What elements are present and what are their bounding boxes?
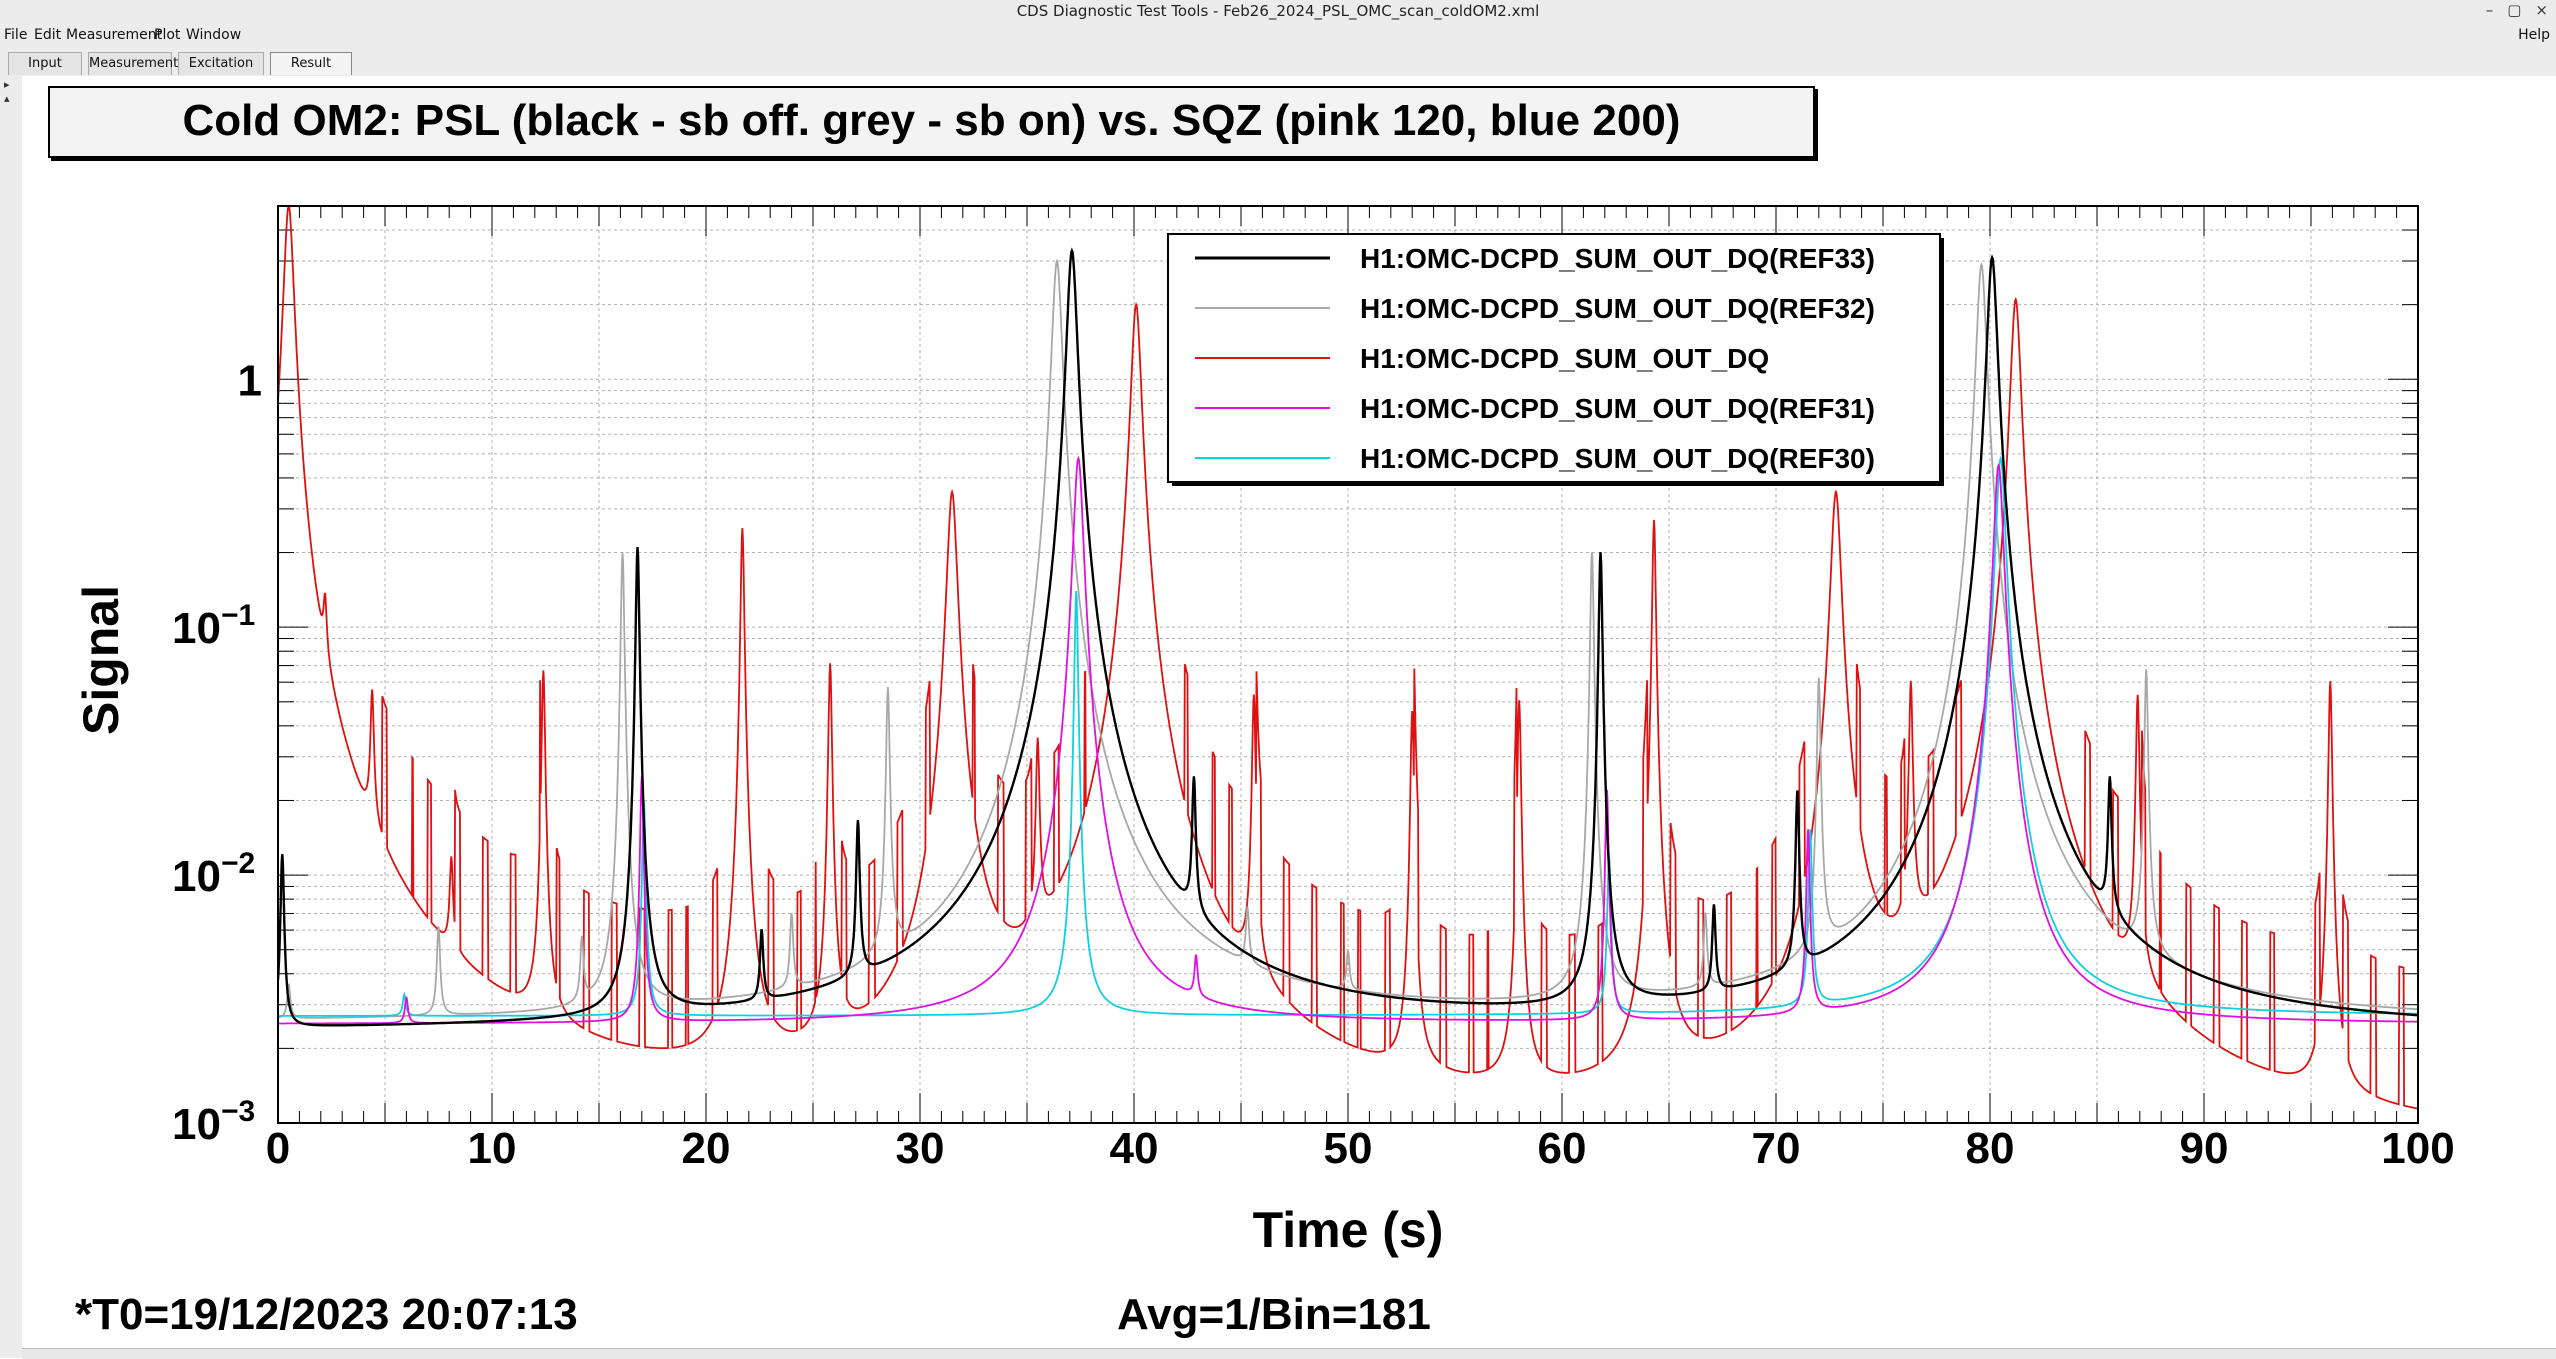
menu-file[interactable]: File	[4, 27, 28, 43]
legend-entry: H1:OMC-DCPD_SUM_OUT_DQ(REF31)	[1360, 393, 1875, 424]
x-tick-label: 30	[896, 1124, 945, 1173]
x-tick-label: 70	[1752, 1124, 1801, 1173]
legend-entry: H1:OMC-DCPD_SUM_OUT_DQ(REF32)	[1360, 293, 1875, 324]
plot-frame	[277, 205, 2419, 1124]
plot-title-box: Cold OM2: PSL (black - sb off. grey - sb…	[48, 86, 1815, 158]
legend-entry: H1:OMC-DCPD_SUM_OUT_DQ	[1360, 343, 1769, 374]
x-tick-label: 60	[1538, 1124, 1587, 1173]
y-tick-label: 10−2	[172, 847, 255, 901]
scroll-up-icon[interactable]: ▴	[4, 92, 10, 105]
start-time-label: *T0=19/12/2023 20:07:13	[75, 1290, 578, 1339]
y-tick-label: 1	[238, 356, 262, 405]
menu-measurement[interactable]: Measurement	[66, 27, 163, 43]
status-bar	[22, 1348, 2556, 1359]
plot-title: Cold OM2: PSL (black - sb off. grey - sb…	[182, 96, 1681, 145]
legend-entry: H1:OMC-DCPD_SUM_OUT_DQ(REF30)	[1360, 443, 1875, 474]
series-line-4	[278, 455, 2418, 1025]
series-line-5	[278, 455, 2418, 1017]
window-titlebar: CDS Diagnostic Test Tools - Feb26_2024_P…	[0, 0, 2556, 23]
tab-result[interactable]: Result	[270, 52, 352, 75]
close-icon[interactable]: ×	[2535, 1, 2548, 19]
series-line-1	[278, 247, 2418, 1027]
x-tick-label: 80	[1966, 1124, 2015, 1173]
x-tick-label: 0	[266, 1124, 290, 1173]
y-tick-exponent: −1	[221, 599, 255, 632]
plot-area	[277, 205, 2419, 1124]
tab-bar: Input Measurement Excitation Result	[0, 50, 2556, 77]
window-title: CDS Diagnostic Test Tools - Feb26_2024_P…	[1016, 2, 1540, 20]
tab-input[interactable]: Input	[8, 52, 82, 75]
y-tick-exponent: −2	[221, 847, 255, 880]
y-tick-label: 10−1	[172, 599, 255, 653]
menu-edit[interactable]: Edit	[34, 27, 62, 43]
x-tick-label: 10	[468, 1124, 517, 1173]
x-tick-label: 40	[1110, 1124, 1159, 1173]
maximize-icon[interactable]: ▢	[2507, 1, 2522, 19]
menu-plot[interactable]: Plot	[154, 27, 181, 43]
y-tick-exponent: −3	[221, 1095, 255, 1128]
menu-window[interactable]: Window	[186, 27, 242, 43]
series-group	[278, 206, 2418, 1110]
series-line-2	[278, 258, 2418, 1019]
scroll-right-icon[interactable]: ▸	[4, 78, 10, 91]
window-controls: – ▢ ×	[2486, 1, 2548, 19]
x-tick-label: 20	[682, 1124, 731, 1173]
x-tick-label: 100	[2381, 1124, 2454, 1173]
legend: H1:OMC-DCPD_SUM_OUT_DQ(REF33) H1:OMC-DCPD…	[1167, 233, 1944, 486]
tab-excitation[interactable]: Excitation	[178, 52, 264, 75]
y-axis-label: Signal	[73, 585, 129, 735]
tab-measurement[interactable]: Measurement	[88, 52, 178, 75]
averaging-label: Avg=1/Bin=181	[1117, 1290, 1431, 1339]
x-tick-label: 90	[2180, 1124, 2229, 1173]
y-tick-label: 10−3	[172, 1095, 255, 1149]
x-axis-label: Time (s)	[1253, 1202, 1444, 1258]
menu-help[interactable]: Help	[2518, 27, 2550, 43]
x-tick-label: 50	[1324, 1124, 1373, 1173]
series-line-3	[278, 206, 2418, 1110]
minimize-icon[interactable]: –	[2485, 1, 2494, 19]
legend-entry: H1:OMC-DCPD_SUM_OUT_DQ(REF33)	[1360, 243, 1875, 274]
menu-bar: File Edit Measurement Plot Window Help	[0, 22, 2556, 50]
